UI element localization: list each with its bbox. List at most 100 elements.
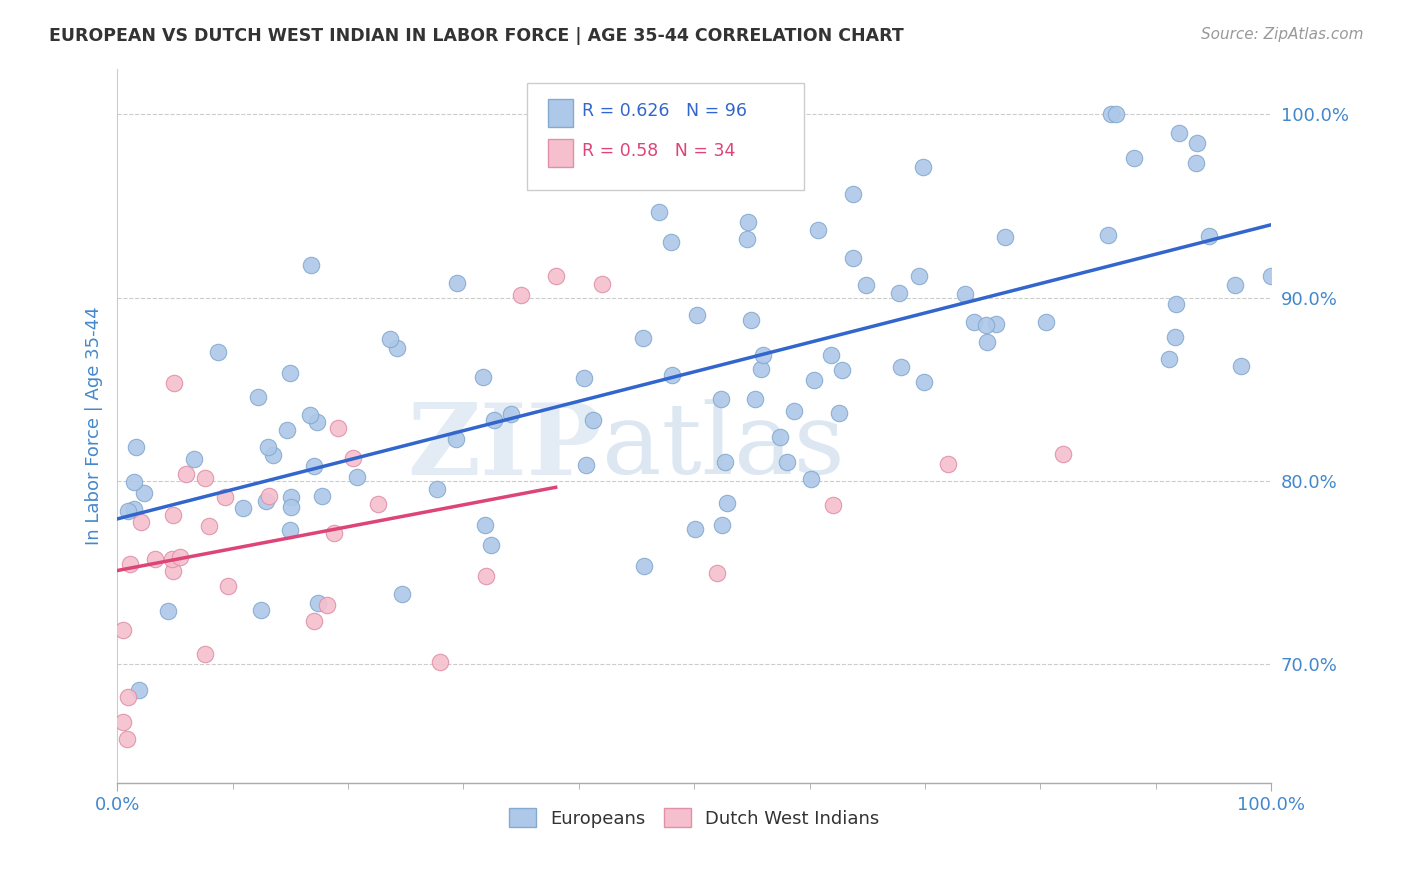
Point: [1198, 229, 1220, 244]
Point: [544, 269, 567, 284]
Point: [111, 623, 134, 637]
Point: [112, 714, 135, 729]
Point: [257, 440, 280, 454]
Point: [994, 230, 1017, 244]
Point: [1052, 447, 1074, 461]
Point: [346, 469, 368, 483]
Point: [429, 656, 451, 670]
Point: [446, 276, 468, 290]
Point: [207, 345, 229, 359]
Point: [686, 308, 709, 322]
Point: [367, 497, 389, 511]
Point: [198, 519, 221, 533]
Point: [1260, 268, 1282, 283]
Point: [661, 368, 683, 382]
Point: [280, 500, 302, 515]
Point: [479, 538, 502, 552]
Point: [316, 599, 339, 613]
Point: [162, 564, 184, 578]
Point: [890, 360, 912, 375]
Point: [169, 549, 191, 564]
Point: [633, 331, 655, 345]
Text: R = 0.58   N = 34: R = 0.58 N = 34: [582, 142, 735, 160]
Point: [855, 277, 877, 292]
Point: [510, 287, 533, 301]
Point: [276, 423, 298, 437]
Point: [471, 369, 494, 384]
Point: [710, 518, 733, 533]
Point: [953, 287, 976, 301]
Point: [1097, 228, 1119, 243]
Point: [163, 376, 186, 390]
Point: [744, 392, 766, 406]
Point: [769, 430, 792, 444]
FancyBboxPatch shape: [547, 138, 574, 167]
Point: [125, 440, 148, 454]
Point: [976, 334, 998, 349]
Point: [647, 205, 669, 219]
Point: [117, 690, 139, 704]
Point: [986, 318, 1008, 332]
Point: [821, 498, 844, 512]
Point: [1225, 277, 1247, 292]
Point: [716, 496, 738, 510]
Point: [278, 523, 301, 537]
Point: [250, 603, 273, 617]
Point: [307, 596, 329, 610]
Text: atlas: atlas: [602, 400, 845, 495]
Point: [963, 314, 986, 328]
Point: [162, 508, 184, 522]
Point: [194, 470, 217, 484]
Point: [311, 489, 333, 503]
Point: [304, 614, 326, 628]
Point: [323, 526, 346, 541]
Point: [482, 413, 505, 427]
Point: [776, 455, 799, 469]
Point: [302, 458, 325, 473]
Point: [254, 493, 277, 508]
Point: [117, 504, 139, 518]
Point: [1230, 359, 1253, 374]
Point: [305, 415, 328, 429]
Point: [749, 361, 772, 376]
Point: [257, 489, 280, 503]
Point: [183, 451, 205, 466]
Point: [194, 647, 217, 661]
Point: [807, 222, 830, 236]
Point: [444, 433, 467, 447]
Point: [122, 475, 145, 489]
Point: [575, 458, 598, 472]
Text: ZIP: ZIP: [406, 399, 602, 496]
Point: [633, 559, 655, 574]
Point: [828, 406, 851, 420]
Point: [735, 232, 758, 246]
Point: [783, 404, 806, 418]
Legend: Europeans, Dutch West Indians: Europeans, Dutch West Indians: [502, 801, 887, 835]
Point: [842, 252, 865, 266]
Text: EUROPEAN VS DUTCH WEST INDIAN IN LABOR FORCE | AGE 35-44 CORRELATION CHART: EUROPEAN VS DUTCH WEST INDIAN IN LABOR F…: [49, 27, 904, 45]
Y-axis label: In Labor Force | Age 35-44: In Labor Force | Age 35-44: [86, 307, 103, 545]
Text: R = 0.626   N = 96: R = 0.626 N = 96: [582, 103, 747, 120]
Point: [572, 371, 595, 385]
Point: [1168, 126, 1191, 140]
Point: [685, 522, 707, 536]
Point: [391, 587, 413, 601]
FancyBboxPatch shape: [527, 83, 804, 190]
Point: [128, 682, 150, 697]
Point: [129, 515, 152, 529]
Point: [842, 187, 865, 202]
Point: [800, 472, 823, 486]
Point: [143, 551, 166, 566]
Point: [426, 482, 449, 496]
Point: [501, 407, 523, 421]
Point: [326, 421, 349, 435]
Point: [1163, 329, 1185, 343]
Point: [1105, 107, 1128, 121]
Point: [1035, 316, 1057, 330]
Point: [1157, 352, 1180, 367]
Point: [342, 451, 364, 466]
Point: [1184, 156, 1206, 170]
Point: [474, 518, 496, 533]
Point: [737, 215, 759, 229]
Point: [156, 604, 179, 618]
